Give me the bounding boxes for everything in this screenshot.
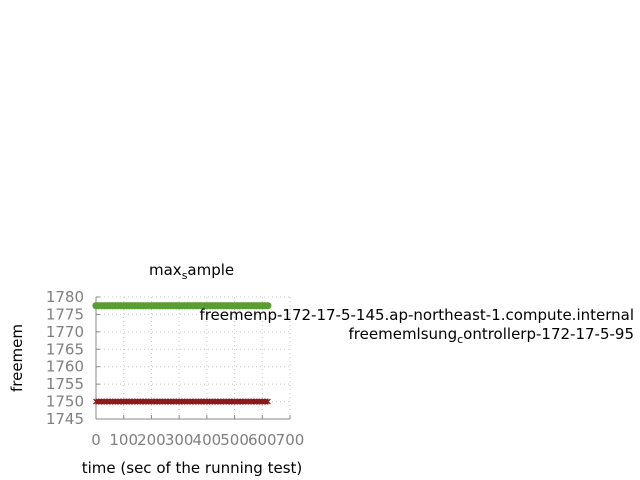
y-tick-label: 1765: [46, 340, 84, 358]
y-tick-label: 1760: [46, 358, 84, 376]
x-ticks: 0 100 200 300 400 500 600 700: [91, 415, 304, 449]
y-tick-label: 1780: [46, 288, 84, 306]
chart-title: maxsample: [149, 261, 234, 282]
x-axis-label: time (sec of the running test): [82, 459, 303, 477]
y-tick-label: 1770: [46, 323, 84, 341]
x-tick-label: 500: [220, 431, 249, 449]
y-axis-label: freemem: [8, 324, 26, 392]
x-tick-label: 300: [165, 431, 194, 449]
grid: [96, 296, 291, 419]
x-tick-label: 700: [276, 431, 305, 449]
legend-entry-2: freememlsungcontrollerp-172-17-5-95: [349, 325, 634, 346]
series-2-point: [264, 398, 271, 405]
x-tick-label: 100: [109, 431, 138, 449]
x-tick-label: 600: [248, 431, 277, 449]
series-markers: [92, 302, 272, 405]
y-tick-label: 1750: [46, 393, 84, 411]
legend-entry-1: freememp-172-17-5-145.ap-northeast-1.com…: [199, 306, 634, 324]
y-tick-label: 1745: [46, 410, 84, 428]
x-tick-label: 400: [193, 431, 222, 449]
x-tick-label: 200: [137, 431, 166, 449]
series-1-point: [264, 302, 272, 310]
y-tick-label: 1755: [46, 375, 84, 393]
y-tick-label: 1775: [46, 305, 84, 323]
x-tick-label: 0: [91, 431, 101, 449]
